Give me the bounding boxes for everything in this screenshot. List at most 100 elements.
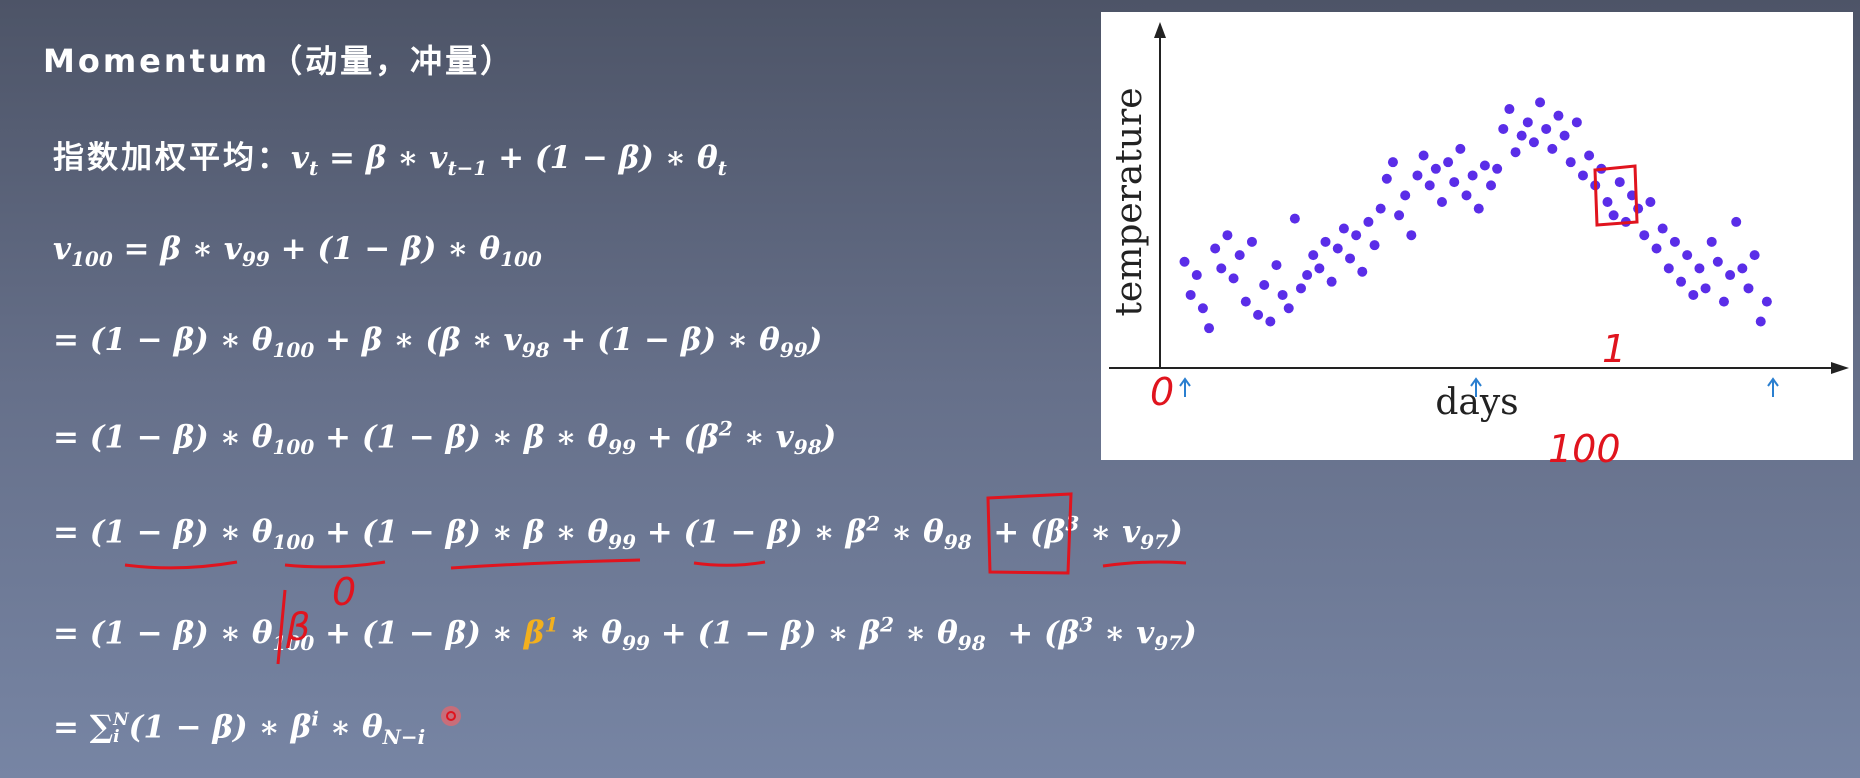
math-term: β2 [846,512,881,550]
equation-line: = (1 − β) ∗ θ100 + β ∗ (β ∗ v98 + (1 − β… [53,322,822,362]
data-point [1602,197,1613,207]
math-base: v [429,140,448,176]
data-point [1418,150,1429,161]
math-term: v97 [1122,514,1168,554]
data-point [1265,316,1276,327]
subscript: 100 [71,247,113,272]
math-text: ) [1168,514,1183,551]
subscript: t−1 [447,156,488,181]
math-text: = (1 − β) ∗ [53,615,252,652]
subscript: 100 [272,338,315,363]
math-base: θ [251,615,273,652]
math-text: = β ∗ [318,140,430,176]
superscript: 3 [1079,613,1094,637]
math-text: ) [1182,615,1197,652]
subscript: 100 [272,631,315,656]
math-text: = β ∗ [112,231,224,267]
data-point [1620,216,1631,227]
data-point [1191,270,1202,281]
math-text: (1 − β) ∗ [128,709,291,746]
math-base: θ [251,419,273,456]
math-text: ∗ [732,419,776,456]
data-point [1479,160,1490,171]
math-base: θ [759,322,780,358]
math-text: + ( [971,514,1045,551]
subscript: 100 [272,435,315,460]
data-point [1688,289,1699,300]
superscript: 3 [1065,512,1080,536]
math-base: β [859,615,881,652]
subscript: t [717,156,727,181]
data-point [1283,303,1294,314]
data-point [1240,296,1251,307]
math-term: θ100 [251,419,314,459]
superscript: i [311,707,319,731]
data-point [1443,157,1454,168]
math-text: + (1 − β) ∗ [269,231,480,267]
equation-line: = (1 − β) ∗ θ100 + (1 − β) ∗ β ∗ θ99 + (… [53,512,1183,555]
data-point [1246,236,1257,247]
data-point [1424,180,1435,191]
math-text: ∗ [558,615,602,652]
superscript: N [113,709,129,730]
math-text: + (1 − β) ∗ [649,615,860,652]
data-point [1498,123,1509,134]
data-point [1216,263,1227,274]
data-point [1516,130,1527,141]
math-text: + ( [985,615,1059,652]
subscript: 98 [521,338,550,363]
data-point [1179,256,1190,267]
data-point [1535,97,1546,108]
data-point [1210,243,1221,254]
data-point [1436,197,1447,207]
data-point [1412,170,1423,181]
data-point [1737,263,1748,274]
figure: days temperature [1101,12,1853,460]
data-point [1669,236,1680,247]
data-point [1651,243,1662,254]
math-term: v98 [775,419,822,459]
math-text: + (1 − β) ∗ [314,615,524,652]
data-point [1553,110,1564,121]
data-point [1712,256,1723,267]
math-term: vt [291,140,318,180]
data-point [1332,243,1343,254]
data-point [1718,296,1729,307]
math-text: ) [807,322,823,358]
data-point [1234,250,1245,261]
subscript: 100 [272,530,315,555]
math-base: θ [696,140,718,176]
math-text: ∗ [894,615,938,652]
underline [693,560,766,567]
data-point [1682,250,1693,261]
data-point [1590,180,1601,191]
math-term: v100 [53,231,113,271]
equation-line: 指数加权平均：vt = β ∗ vt−1 + (1 − β) ∗ θt [53,132,727,180]
subscript: 98 [793,435,822,460]
math-base: v [775,419,794,456]
math-text: + (1 − β) ∗ β ∗ [314,419,588,456]
data-point [1627,190,1638,201]
data-point [1406,230,1417,241]
subscript: N−i [382,725,426,750]
data-point [1308,250,1319,261]
data-point [1381,173,1392,184]
math-term: v98 [504,322,550,362]
data-point [1749,250,1760,261]
math-term: θt [696,140,727,180]
underline [1102,560,1187,568]
superscript: 2 [866,512,881,536]
subscript: 99 [608,530,636,555]
math-text: ∗ [1093,615,1137,652]
data-point [1743,283,1754,294]
equation-line: = (1 − β) ∗ θ100 + (1 − β) ∗ β1 ∗ θ99 + … [53,613,1197,656]
y-arrow [1154,22,1166,38]
pointer [441,706,461,726]
math-term: β2 [698,417,733,455]
data-point [1277,289,1288,300]
subscript: 100 [500,247,542,272]
math-text: + ( [636,419,699,456]
math-text: = [53,709,90,746]
